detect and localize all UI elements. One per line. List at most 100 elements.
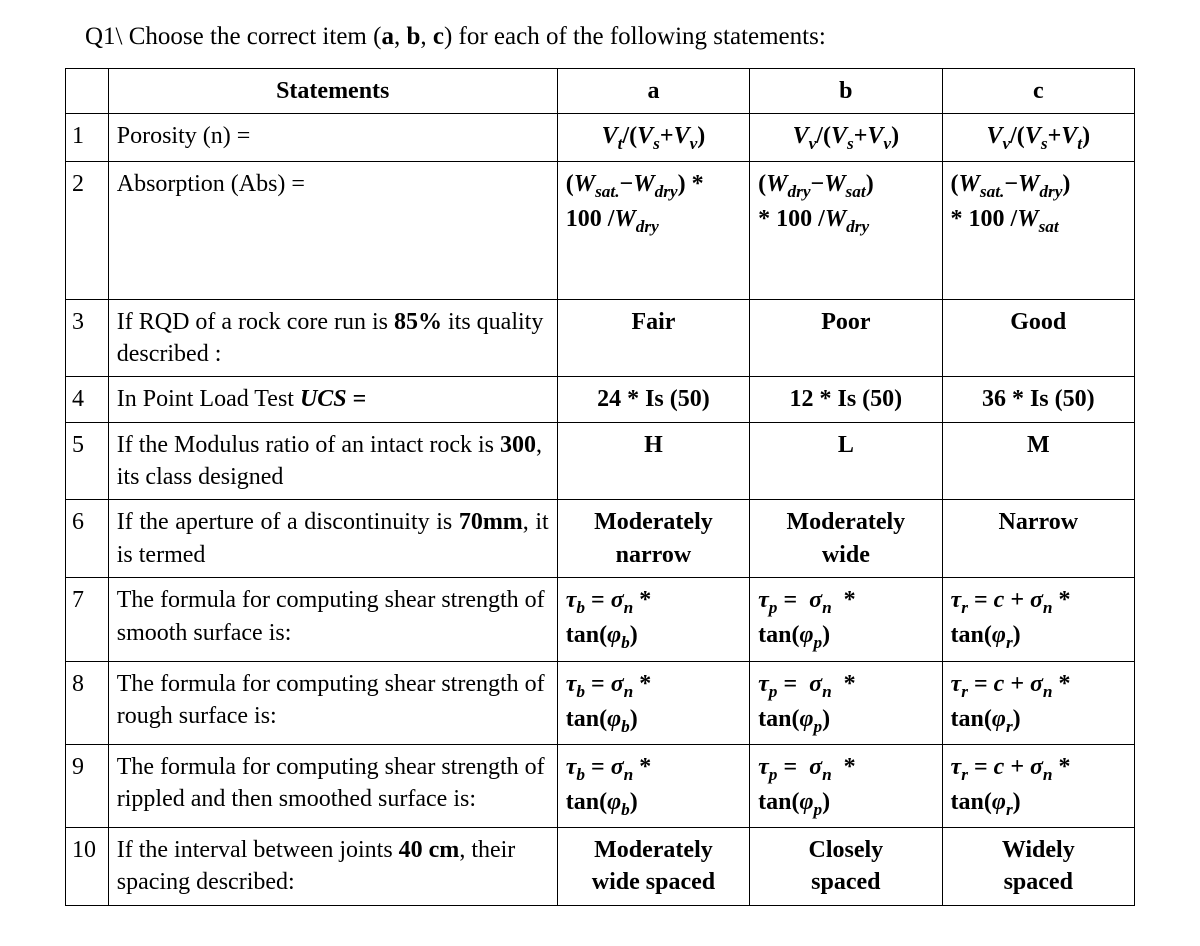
sub: n [624,765,634,784]
row-statement: The formula for computing shear strength… [108,661,557,744]
sub: b [576,681,585,700]
text: 36 * [982,386,1030,412]
sym: φ [799,706,813,732]
sym: tan( [951,789,992,815]
sub: r [1006,800,1013,819]
sym: τ [951,587,962,613]
sub: b [576,598,585,617]
sym: * [838,587,856,613]
sym: W [1018,171,1039,197]
text-bold: 70mm [459,509,523,535]
sub: r [1006,633,1013,652]
q-sep2: , [420,23,433,50]
sub: n [1043,598,1053,617]
table-row: 9 The formula for computing shear streng… [66,744,1135,827]
sub: dry [787,182,810,201]
sub: p [814,716,823,735]
row-statement: The formula for computing shear strength… [108,744,557,827]
sym: V [674,123,690,149]
row-number: 6 [66,500,109,578]
text: Widely [1002,837,1075,863]
sym: φ [607,622,621,648]
sym: * 100 / [951,206,1018,232]
text: If RQD of a rock core run is [117,309,394,335]
sub: n [624,681,634,700]
option-a: τb = σn * tan(φb) [557,661,749,744]
text: Is (50) [645,386,710,412]
sym: ) [630,789,638,815]
text: 24 * [597,386,645,412]
sub: n [1043,765,1053,784]
q-prefix: Q1\ Choose the correct item ( [85,23,381,50]
sym: W [574,171,595,197]
sym: σ [1030,754,1043,780]
header-a: a [557,68,749,113]
q-a: a [381,23,394,50]
sym: ) [866,171,874,197]
header-b: b [750,68,942,113]
sym: σ [809,671,822,697]
sub: r [1006,716,1013,735]
sub: n [822,598,832,617]
sub: n [822,681,832,700]
text-bold: 85% [394,309,442,335]
option-c: Widelyspaced [942,828,1134,906]
option-b: Closelyspaced [750,828,942,906]
sym: ) [630,706,638,732]
sym: * [633,754,651,780]
row-number: 9 [66,744,109,827]
option-b: τp = σn * tan(φp) [750,661,942,744]
row-statement: If RQD of a rock core run is 85% its qua… [108,299,557,377]
sym: σ [611,587,624,613]
table-row: 2 Absorption (Abs) = (Wsat.−Wdry) * 100 … [66,162,1135,299]
option-c: τr = c + σn * tan(φr) [942,578,1134,661]
row-statement: In Point Load Test UCS = [108,377,557,422]
sym: = [585,587,611,613]
sym: * [838,671,856,697]
sub: p [814,800,823,819]
sym: 100 / [566,206,615,232]
row-number: 8 [66,661,109,744]
sub: sat [1039,217,1059,236]
sub: b [621,800,630,819]
option-b: τp = σn * tan(φp) [750,744,942,827]
text: Moderately [787,509,906,535]
sym: φ [607,706,621,732]
sym: tan( [566,789,607,815]
sym: ( [758,171,766,197]
sym: = [968,587,994,613]
sym: tan( [566,706,607,732]
sym: V [793,123,809,149]
sym: W [959,171,980,197]
sym: − [811,171,825,197]
option-a: Moderatelynarrow [557,500,749,578]
option-b: τp = σn * tan(φp) [750,578,942,661]
sym: ) [822,622,830,648]
option-a: τb = σn * tan(φb) [557,578,749,661]
sym: ) [822,706,830,732]
sym: W [766,171,787,197]
sym: ) [891,123,899,149]
sub: p [814,633,823,652]
sub: sat. [980,182,1004,201]
sym: τ [951,671,962,697]
question-text: Q1\ Choose the correct item (a, b, c) fo… [85,20,1135,54]
sym: ) [1082,123,1090,149]
sym: V [1061,123,1077,149]
text: wide [822,542,870,568]
option-b: Poor [750,299,942,377]
sym: φ [799,622,813,648]
row-number: 1 [66,114,109,162]
sym: = [585,671,611,697]
sym: φ [607,789,621,815]
sym: W [825,206,846,232]
sym: = [777,671,803,697]
q-c: c [433,23,444,50]
row-statement: Porosity (n) = [108,114,557,162]
sym: = [968,754,994,780]
row-statement: If the interval between joints 40 cm, th… [108,828,557,906]
sub: sat [846,182,866,201]
q-b: b [406,23,420,50]
sym: ) [1013,622,1021,648]
sym: τ [758,671,769,697]
